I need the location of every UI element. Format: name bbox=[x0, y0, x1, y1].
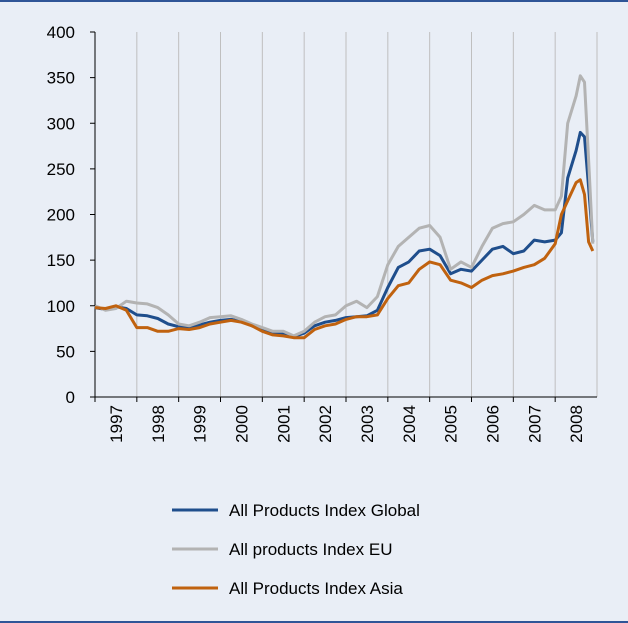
legend-label: All Products Index Global bbox=[229, 501, 420, 520]
x-tick-label: 1998 bbox=[149, 405, 168, 443]
x-tick-label: 1997 bbox=[107, 405, 126, 443]
x-tick-label: 2008 bbox=[567, 405, 586, 443]
x-tick-label: 2001 bbox=[274, 405, 293, 443]
x-tick-label: 2003 bbox=[358, 405, 377, 443]
x-tick-label: 2006 bbox=[483, 405, 502, 443]
legend-label: All products Index EU bbox=[229, 540, 392, 559]
y-tick-label: 300 bbox=[47, 114, 75, 133]
legend-label: All Products Index Asia bbox=[229, 579, 403, 598]
x-tick-label: 2007 bbox=[525, 405, 544, 443]
y-tick-label: 250 bbox=[47, 160, 75, 179]
series-line bbox=[94, 178, 595, 340]
y-tick-label: 400 bbox=[47, 23, 75, 42]
series-line bbox=[94, 74, 595, 338]
bottom-border bbox=[0, 621, 628, 623]
y-tick-label: 350 bbox=[47, 69, 75, 88]
y-tick-label: 200 bbox=[47, 206, 75, 225]
y-tick-label: 150 bbox=[47, 251, 75, 270]
y-tick-label: 0 bbox=[66, 388, 75, 407]
y-tick-label: 100 bbox=[47, 297, 75, 316]
x-tick-label: 2005 bbox=[442, 405, 461, 443]
x-tick-label: 2004 bbox=[400, 405, 419, 443]
x-tick-label: 1999 bbox=[191, 405, 210, 443]
x-tick-label: 2000 bbox=[232, 405, 251, 443]
x-tick-label: 2002 bbox=[316, 405, 335, 443]
y-tick-label: 50 bbox=[56, 342, 75, 361]
top-border bbox=[0, 0, 628, 2]
